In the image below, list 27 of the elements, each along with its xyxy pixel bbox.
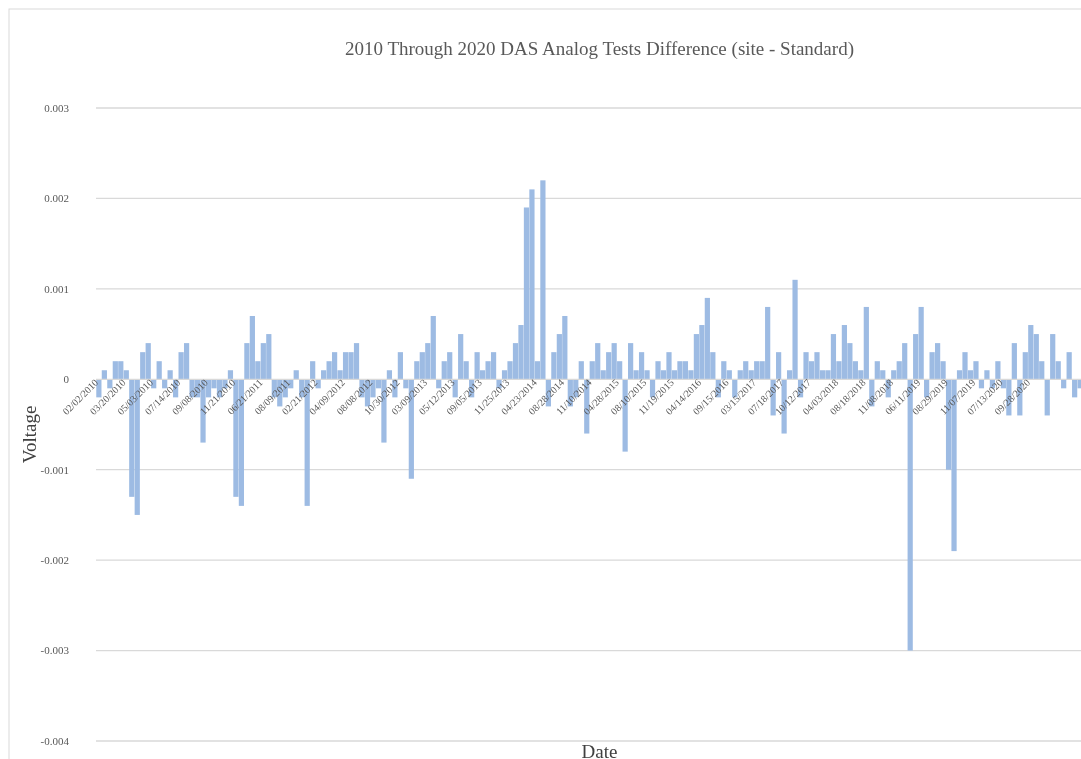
y-tick-label: -0.001	[40, 463, 69, 476]
bar	[310, 361, 316, 380]
y-axis-title: Voltage	[19, 405, 40, 464]
bar	[995, 361, 1001, 380]
bar	[1066, 352, 1072, 380]
y-tick-label: 0.002	[44, 192, 69, 205]
y-tick-label: -0.004	[40, 734, 70, 747]
bar	[101, 370, 107, 380]
y-tick-label: -0.003	[40, 644, 70, 657]
y-tick-label: -0.002	[40, 553, 69, 566]
bar	[227, 370, 234, 380]
bar	[984, 370, 990, 380]
bar	[386, 370, 393, 380]
chart-title: 2010 Through 2020 DAS Analog Tests Difference (site - Standard)	[345, 38, 854, 60]
y-tick-label: 0.003	[44, 101, 70, 114]
bar	[578, 361, 584, 380]
bar	[776, 352, 782, 380]
bar	[1072, 379, 1078, 398]
x-axis-title: Date	[581, 741, 618, 759]
y-tick-label: 0.001	[44, 282, 69, 295]
bar	[1044, 379, 1050, 416]
bar	[183, 343, 190, 380]
bar	[293, 370, 299, 380]
bar	[397, 352, 403, 380]
bar	[156, 361, 162, 380]
bar	[167, 370, 173, 380]
bar	[1011, 343, 1017, 380]
